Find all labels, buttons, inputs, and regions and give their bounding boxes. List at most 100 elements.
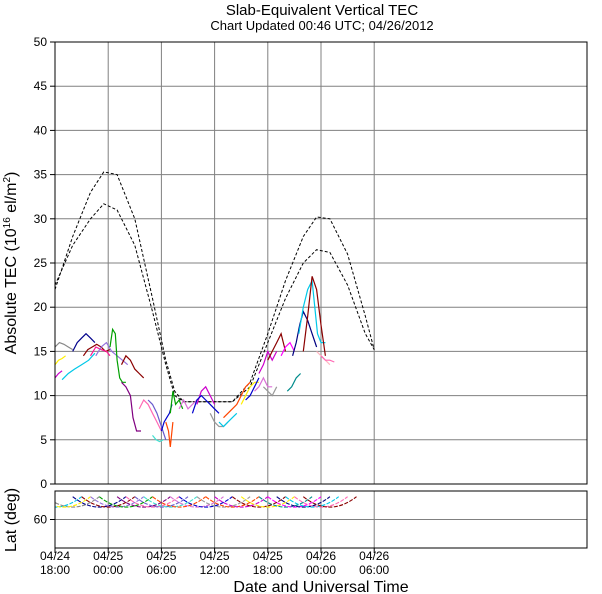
tec-series-line	[191, 394, 220, 414]
lat-arc	[231, 496, 286, 508]
tec-series-line	[320, 355, 335, 363]
x-tick-time: 18:00	[253, 563, 283, 577]
y-tick-label: 10	[34, 389, 48, 403]
lat-arc	[134, 496, 189, 508]
y-tick-label: 0	[40, 477, 47, 491]
tec-series-line	[292, 309, 318, 356]
x-tick-labels: 04/2418:0004/2500:0004/2506:0004/2512:00…	[40, 549, 390, 577]
tec-series-line	[298, 278, 326, 344]
lat-arc	[55, 496, 91, 508]
chart-title: Slab-Equivalent Vertical TEC	[226, 2, 418, 19]
lat-arc	[267, 496, 322, 508]
y-tick-label: 30	[34, 212, 48, 226]
lat-arc	[294, 496, 348, 508]
tec-series-line	[95, 341, 129, 366]
tec-series-line	[280, 341, 295, 357]
tec-series-line	[121, 381, 141, 432]
lat-arcs	[55, 496, 357, 508]
tec-series-line	[120, 354, 145, 379]
tec-series-line	[178, 398, 198, 410]
main-plot-frame	[54, 41, 588, 485]
y-tick-label: 20	[34, 300, 48, 314]
lat-arc	[152, 496, 207, 508]
x-tick-time: 06:00	[359, 563, 389, 577]
lat-arc	[55, 496, 100, 508]
lat-arc	[72, 496, 127, 508]
y-tick-label: 45	[34, 79, 48, 93]
lat-arc	[125, 496, 180, 508]
tec-series-line	[109, 327, 126, 383]
tec-series-line	[54, 355, 66, 366]
lat-arc	[285, 496, 340, 508]
x-tick-date: 04/25	[146, 549, 176, 563]
lat-arc	[302, 496, 357, 508]
x-tick-date: 04/24	[40, 549, 70, 563]
x-tick-time: 00:00	[306, 563, 336, 577]
lat-arc	[258, 496, 313, 508]
tec-series-line	[147, 399, 167, 440]
tec-series-line	[54, 370, 63, 379]
y-tick-label: 5	[40, 433, 47, 447]
tec-series-line	[258, 349, 278, 374]
tec-series-line	[286, 373, 302, 392]
tec-series-line	[89, 346, 111, 357]
lat-arc	[55, 496, 82, 508]
lat-tick-label: 60	[34, 513, 48, 527]
tec-series-line	[262, 386, 278, 397]
chart-subtitle: Chart Updated 00:46 UTC; 04/26/2012	[210, 18, 433, 33]
y-tick-label: 15	[34, 344, 48, 358]
tec-series-line	[267, 331, 287, 361]
y-tick-label: 35	[34, 168, 48, 182]
y-tick-label: 40	[34, 123, 48, 137]
tec-series-line	[223, 381, 251, 419]
lat-tick-labels: 60	[34, 513, 48, 527]
tec-series-line	[72, 332, 96, 352]
tec-series-line	[169, 391, 184, 414]
lat-plot-frame	[54, 490, 588, 549]
x-tick-date: 04/25	[200, 549, 230, 563]
tec-series-line	[138, 398, 162, 432]
x-axis-label: Date and Universal Time	[233, 579, 408, 594]
x-tick-time: 18:00	[40, 563, 70, 577]
x-tick-time: 12:00	[200, 563, 230, 577]
y-tick-labels: 0 5 10 15 20 25 30 35 40 45 50	[34, 35, 48, 491]
lat-arc	[116, 496, 171, 508]
tec-series-line	[61, 352, 96, 381]
lat-arc	[205, 496, 260, 508]
tec-series-line	[245, 377, 260, 401]
lat-arc	[90, 496, 145, 508]
lat-axis-label: Lat (deg)	[3, 488, 20, 552]
tec-series-line	[152, 435, 164, 443]
x-tick-date: 04/26	[359, 549, 389, 563]
x-tick-time: 06:00	[146, 563, 176, 577]
main-plot-grid	[50, 41, 587, 485]
lat-arc	[143, 496, 198, 508]
y-tick-label: 50	[34, 35, 48, 49]
tec-series	[54, 276, 335, 447]
lat-arc	[169, 496, 224, 508]
lat-arc-group	[55, 496, 357, 508]
tec-series-line	[254, 376, 273, 392]
tec-series-line	[196, 385, 216, 405]
lat-arc	[98, 496, 153, 508]
x-tick-date: 04/26	[306, 549, 336, 563]
lat-arc	[81, 496, 136, 508]
model-curve	[54, 203, 375, 403]
tec-series-line	[240, 381, 259, 405]
lat-arc	[178, 496, 233, 508]
tec-series-line	[302, 276, 326, 356]
x-tick-date: 04/25	[253, 549, 283, 563]
lat-arc	[196, 496, 251, 508]
lat-arc	[276, 496, 331, 508]
y-axis-label: Absolute TEC (1016 el/m2)	[2, 172, 20, 355]
lat-arc	[240, 496, 295, 508]
lat-arc	[214, 496, 269, 508]
model-curves	[54, 171, 375, 403]
x-tick-date: 04/25	[93, 549, 123, 563]
y-tick-label: 25	[34, 256, 48, 270]
tec-series-line	[218, 412, 238, 428]
x-tick-time: 00:00	[93, 563, 123, 577]
tec-series-line	[54, 341, 74, 351]
tec-series-line	[165, 421, 174, 447]
